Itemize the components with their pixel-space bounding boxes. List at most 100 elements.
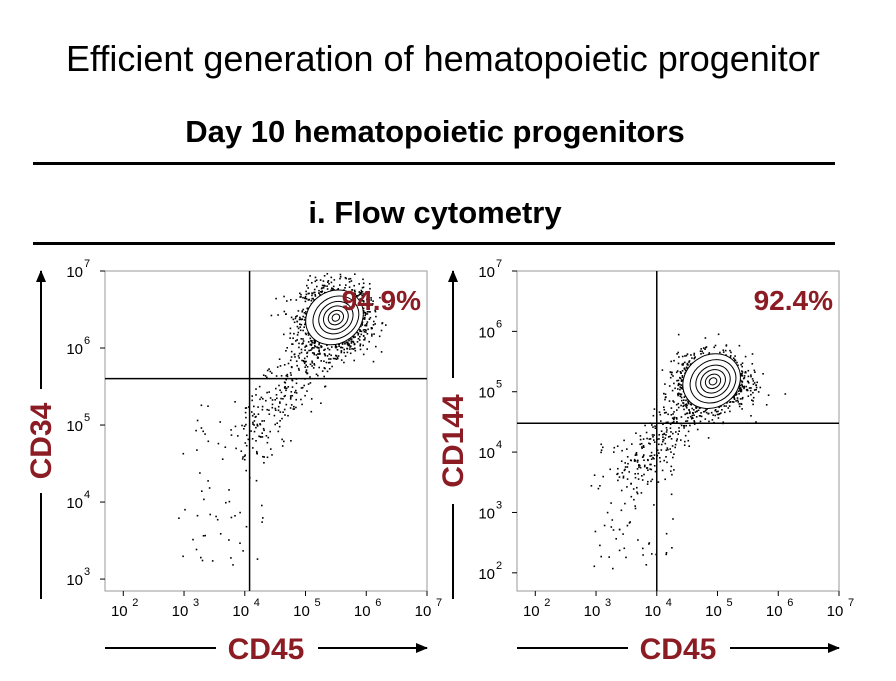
event-dot: [314, 276, 317, 279]
event-dot: [784, 393, 787, 395]
event-dot: [623, 439, 625, 442]
event-dot: [277, 314, 279, 316]
event-dot: [232, 564, 234, 566]
event-dot: [617, 472, 619, 475]
event-dot: [597, 487, 600, 490]
event-dot: [311, 347, 314, 349]
event-dot: [600, 443, 602, 446]
event-dot: [256, 425, 259, 427]
event-dot: [323, 349, 325, 351]
event-dot: [343, 361, 345, 364]
event-dot: [289, 327, 292, 330]
event-dot: [300, 387, 303, 389]
event-dot: [681, 370, 684, 372]
event-dot: [297, 327, 300, 330]
event-dot: [736, 399, 739, 402]
event-dot: [244, 411, 247, 414]
event-dot: [207, 480, 209, 482]
x-tick-label: 10: [766, 603, 783, 620]
y-tick-label: 10: [478, 505, 495, 522]
event-dot: [687, 401, 690, 404]
event-dot: [331, 346, 333, 348]
event-dot: [323, 375, 325, 378]
event-dot: [741, 375, 744, 377]
event-dot: [361, 294, 363, 297]
event-dot: [359, 292, 361, 294]
event-dot: [266, 441, 269, 444]
y-tick-exponent: 2: [496, 560, 502, 572]
event-dot: [304, 332, 307, 335]
event-dot: [752, 391, 754, 394]
contour-ring: [327, 309, 345, 326]
event-dot: [305, 298, 308, 300]
event-dot: [593, 565, 596, 568]
event-dot: [305, 371, 308, 374]
event-dot: [282, 398, 284, 400]
event-dot: [248, 406, 250, 408]
event-dot: [682, 405, 684, 408]
event-dot: [693, 409, 695, 411]
event-dot: [343, 348, 345, 351]
event-dot: [326, 344, 328, 347]
event-dot: [280, 397, 282, 400]
event-dot: [695, 406, 698, 409]
event-dot: [364, 311, 367, 314]
event-dot: [656, 449, 659, 451]
event-dot: [182, 555, 184, 558]
event-dot: [336, 356, 339, 359]
event-dot: [253, 405, 255, 408]
event-dot: [637, 478, 640, 480]
event-dot: [700, 415, 703, 418]
event-dot: [378, 335, 381, 338]
event-dot: [293, 332, 295, 335]
event-dot: [366, 321, 369, 323]
event-dot: [350, 338, 353, 340]
x-tick-label: 10: [705, 603, 722, 620]
event-dot: [250, 430, 252, 432]
event-dot: [245, 423, 247, 426]
event-dot: [286, 347, 288, 349]
event-dot: [362, 329, 365, 331]
event-dot: [667, 436, 670, 438]
event-dot: [729, 401, 732, 403]
event-dot: [702, 410, 705, 413]
event-dot: [267, 436, 270, 439]
event-dot: [734, 355, 736, 357]
event-dot: [677, 393, 679, 395]
event-dot: [609, 468, 611, 471]
event-dot: [303, 319, 306, 321]
event-dot: [366, 298, 368, 301]
gate-percentage: 94.9%: [342, 285, 421, 316]
event-dot: [259, 398, 261, 401]
event-dot: [330, 281, 333, 284]
event-dot: [602, 446, 604, 449]
event-dot: [371, 335, 373, 337]
event-dot: [308, 349, 310, 352]
event-dot: [365, 331, 367, 333]
event-dot: [335, 355, 338, 357]
event-dot: [243, 425, 246, 427]
event-dot: [309, 275, 311, 277]
event-dot: [289, 395, 292, 397]
event-dot: [700, 353, 702, 355]
event-dot: [732, 357, 735, 359]
event-dot: [294, 356, 296, 358]
event-dot: [672, 375, 674, 377]
event-dot: [305, 290, 307, 293]
event-dot: [653, 434, 655, 436]
event-dot: [343, 351, 345, 354]
event-dot: [644, 464, 646, 467]
event-dot: [673, 382, 675, 385]
event-dot: [648, 543, 650, 545]
event-dot: [741, 385, 743, 387]
event-dot: [654, 470, 657, 473]
event-dot: [613, 446, 616, 449]
event-dot: [680, 396, 683, 399]
event-dot: [253, 424, 255, 426]
event-dot: [750, 415, 752, 417]
y-tick-label: 10: [478, 445, 495, 462]
event-dot: [738, 344, 741, 347]
event-dot: [204, 433, 206, 435]
event-dot: [356, 331, 359, 334]
event-dot: [732, 401, 734, 403]
